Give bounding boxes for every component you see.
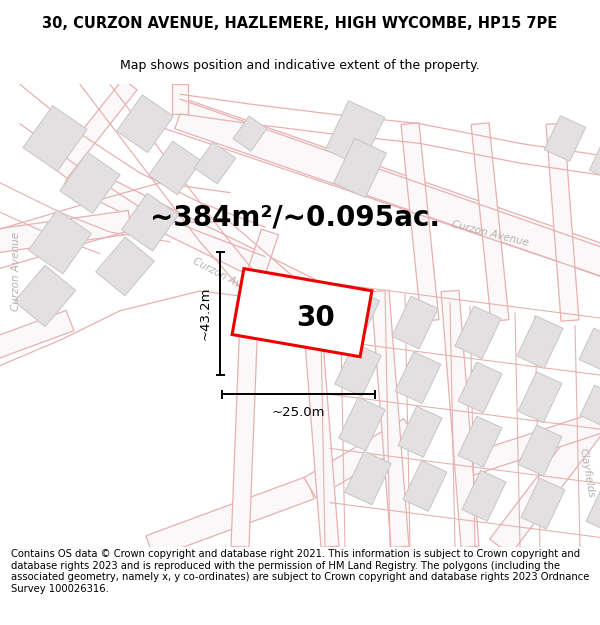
Polygon shape (146, 477, 314, 558)
Polygon shape (116, 95, 173, 152)
Polygon shape (518, 425, 562, 476)
Polygon shape (462, 470, 506, 521)
Polygon shape (521, 478, 565, 529)
Polygon shape (580, 385, 600, 427)
Polygon shape (301, 291, 339, 548)
Polygon shape (395, 352, 441, 404)
Polygon shape (23, 106, 87, 171)
Polygon shape (305, 281, 365, 326)
Polygon shape (172, 84, 188, 114)
Polygon shape (194, 142, 236, 184)
Polygon shape (371, 291, 409, 548)
Polygon shape (28, 210, 92, 274)
Polygon shape (14, 265, 76, 327)
Polygon shape (122, 193, 178, 251)
Polygon shape (544, 116, 586, 161)
Text: 30: 30 (296, 304, 335, 332)
Polygon shape (231, 291, 259, 548)
Polygon shape (398, 406, 442, 457)
Text: Contains OS data © Crown copyright and database right 2021. This information is : Contains OS data © Crown copyright and d… (11, 549, 589, 594)
Polygon shape (64, 161, 316, 302)
Polygon shape (579, 328, 600, 372)
Polygon shape (401, 123, 439, 321)
Text: Map shows position and indicative extent of the property.: Map shows position and indicative extent… (120, 59, 480, 72)
Polygon shape (0, 311, 74, 360)
Polygon shape (586, 491, 600, 532)
Polygon shape (338, 397, 385, 451)
Text: Curzon Avenue: Curzon Avenue (11, 232, 21, 311)
Polygon shape (241, 229, 278, 294)
Polygon shape (518, 372, 562, 423)
Text: 30, CURZON AVENUE, HAZLEMERE, HIGH WYCOMBE, HP15 7PE: 30, CURZON AVENUE, HAZLEMERE, HIGH WYCOM… (43, 16, 557, 31)
Polygon shape (392, 296, 438, 349)
Text: Curzon Avenue: Curzon Avenue (191, 256, 265, 302)
Text: Clayfields: Clayfields (578, 448, 596, 499)
Text: ~43.2m: ~43.2m (199, 286, 212, 340)
Text: ~25.0m: ~25.0m (272, 406, 325, 419)
Polygon shape (471, 123, 509, 321)
Polygon shape (589, 145, 600, 181)
Polygon shape (175, 99, 600, 281)
Text: Curzon Avenue: Curzon Avenue (451, 219, 530, 248)
Polygon shape (490, 382, 600, 554)
Polygon shape (95, 237, 154, 296)
Polygon shape (60, 152, 120, 213)
Polygon shape (233, 116, 267, 151)
Polygon shape (232, 269, 372, 357)
Text: ~384m²/~0.095ac.: ~384m²/~0.095ac. (150, 203, 440, 231)
Polygon shape (441, 291, 479, 548)
Polygon shape (325, 101, 385, 166)
Polygon shape (546, 123, 579, 321)
Polygon shape (455, 306, 501, 359)
Polygon shape (517, 316, 563, 369)
Polygon shape (331, 288, 380, 344)
Polygon shape (458, 416, 502, 467)
Polygon shape (304, 419, 416, 498)
Polygon shape (0, 211, 131, 254)
Polygon shape (334, 139, 386, 198)
Polygon shape (344, 451, 391, 505)
Polygon shape (53, 79, 137, 178)
Polygon shape (335, 343, 382, 396)
Polygon shape (458, 362, 502, 413)
Polygon shape (403, 461, 447, 511)
Polygon shape (457, 409, 600, 478)
Polygon shape (149, 141, 202, 195)
